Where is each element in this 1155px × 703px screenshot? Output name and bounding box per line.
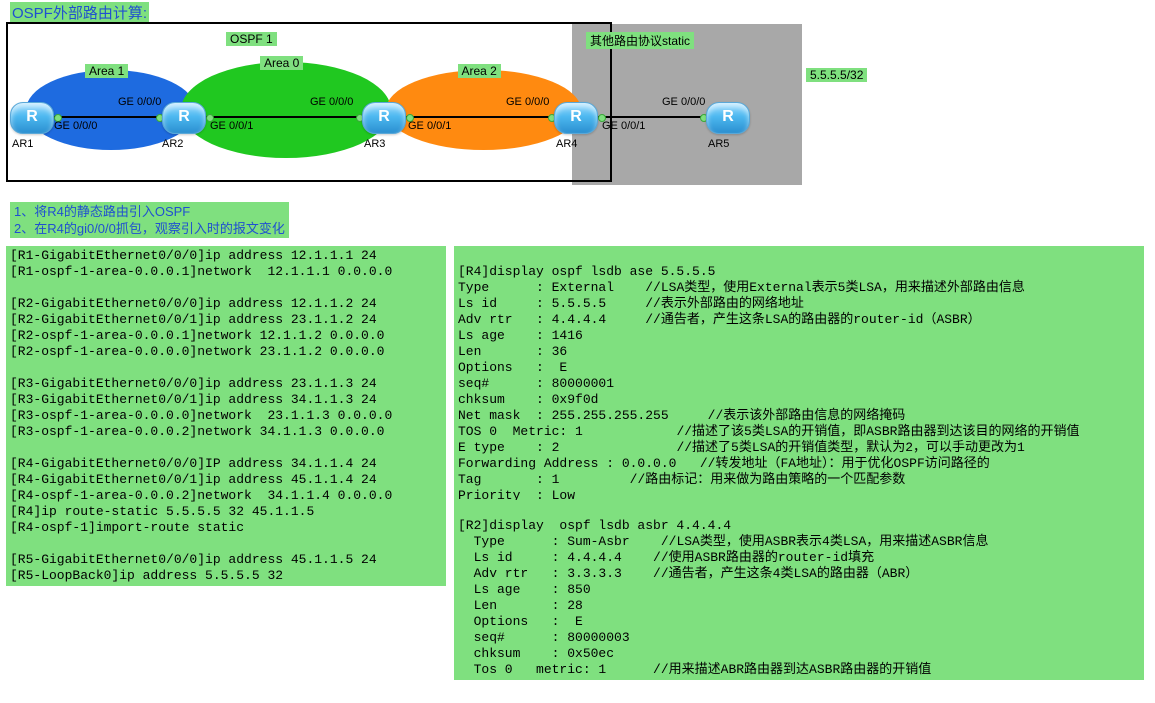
router-label: AR5 bbox=[708, 138, 729, 150]
router-label: AR2 bbox=[162, 138, 183, 150]
router-icon bbox=[706, 102, 750, 134]
iface-label: GE 0/0/1 bbox=[408, 120, 451, 132]
router-label: AR4 bbox=[556, 138, 577, 150]
note-line: 1、将R4的静态路由引入OSPF bbox=[14, 203, 285, 220]
output-line: Ls age : 850 bbox=[458, 582, 1140, 598]
router-label: AR3 bbox=[364, 138, 385, 150]
output-line: Forwarding Address : 0.0.0.0 //转发地址（FA地址… bbox=[458, 456, 1140, 472]
router-icon bbox=[10, 102, 54, 134]
terminal-r4-output: [R4]display ospf lsdb ase 5.5.5.5 Type :… bbox=[454, 246, 1144, 506]
iface-label: GE 0/0/0 bbox=[506, 96, 549, 108]
cmd-line: [R2]display ospf lsdb asbr 4.4.4.4 bbox=[458, 518, 731, 533]
output-line: chksum : 0x50ec bbox=[458, 646, 1140, 662]
output-line: Tos 0 metric: 1 //用来描述ABR路由器到达ASBR路由器的开销… bbox=[458, 662, 1140, 678]
output-line: E type : 2 //描述了5类LSA的开销值类型，默认为2，可以手动更改为… bbox=[458, 440, 1140, 456]
area-label: Area 0 bbox=[260, 56, 303, 70]
terminal-r2-output: [R2]display ospf lsdb asbr 4.4.4.4 Type … bbox=[454, 500, 1144, 680]
area-label: Area 1 bbox=[85, 64, 128, 78]
link-line bbox=[404, 116, 556, 118]
output-line: Adv rtr : 4.4.4.4 //通告者，产生这条LSA的路由器的rout… bbox=[458, 312, 1140, 328]
output-line: Net mask : 255.255.255.255 //表示该外部路由信息的网… bbox=[458, 408, 1140, 424]
iface-label: GE 0/0/0 bbox=[310, 96, 353, 108]
link-line bbox=[596, 116, 708, 118]
output-line: Ls age : 1416 bbox=[458, 328, 1140, 344]
iface-label: GE 0/0/1 bbox=[602, 120, 645, 132]
iface-label: GE 0/0/1 bbox=[210, 120, 253, 132]
terminal-config-left: [R1-GigabitEthernet0/0/0]ip address 12.1… bbox=[6, 246, 446, 586]
output-line: Type : External //LSA类型，使用External表示5类LS… bbox=[458, 280, 1140, 296]
output-line: seq# : 80000001 bbox=[458, 376, 1140, 392]
router-icon bbox=[162, 102, 206, 134]
output-line: chksum : 0x9f0d bbox=[458, 392, 1140, 408]
output-line: Len : 28 bbox=[458, 598, 1140, 614]
output-line: Adv rtr : 3.3.3.3 //通告者，产生这条4类LSA的路由器（AB… bbox=[458, 566, 1140, 582]
iface-label: GE 0/0/0 bbox=[662, 96, 705, 108]
output-line: Options : E bbox=[458, 360, 1140, 376]
output-line: Type : Sum-Asbr //LSA类型，使用ASBR表示4类LSA，用来… bbox=[458, 534, 1140, 550]
output-line: TOS 0 Metric: 1 //描述了该5类LSA的开销值，即ASBR路由器… bbox=[458, 424, 1140, 440]
area-ellipse bbox=[181, 62, 391, 158]
ospf-label: OSPF 1 bbox=[226, 32, 277, 46]
page-title: OSPF外部路由计算: bbox=[10, 2, 149, 23]
link-line bbox=[204, 116, 364, 118]
net-5-label: 5.5.5.5/32 bbox=[806, 68, 867, 82]
output-line: Tag : 1 //路由标记：用来做为路由策略的一个匹配参数 bbox=[458, 472, 1140, 488]
router-icon bbox=[362, 102, 406, 134]
cmd-line: [R4]display ospf lsdb ase 5.5.5.5 bbox=[458, 264, 715, 279]
area-ellipse bbox=[386, 70, 581, 150]
static-label: 其他路由协议static bbox=[586, 32, 694, 49]
notes-block: 1、将R4的静态路由引入OSPF 2、在R4的gi0/0/0抓包，观察引入时的报… bbox=[10, 202, 289, 238]
note-line: 2、在R4的gi0/0/0抓包，观察引入时的报文变化 bbox=[14, 220, 285, 237]
output-line: Options : E bbox=[458, 614, 1140, 630]
iface-label: GE 0/0/0 bbox=[118, 96, 161, 108]
output-line: Ls id : 4.4.4.4 //使用ASBR路由器的router-id填充 bbox=[458, 550, 1140, 566]
iface-label: GE 0/0/0 bbox=[54, 120, 97, 132]
router-icon bbox=[554, 102, 598, 134]
router-label: AR1 bbox=[12, 138, 33, 150]
output-line: Ls id : 5.5.5.5 //表示外部路由的网络地址 bbox=[458, 296, 1140, 312]
topology-diagram: OSPF 1 其他路由协议static 5.5.5.5/32 Area 1 Are… bbox=[6, 22, 1086, 202]
area-label: Area 2 bbox=[458, 64, 501, 78]
link-line bbox=[52, 116, 164, 118]
output-line: Len : 36 bbox=[458, 344, 1140, 360]
output-line: seq# : 80000003 bbox=[458, 630, 1140, 646]
